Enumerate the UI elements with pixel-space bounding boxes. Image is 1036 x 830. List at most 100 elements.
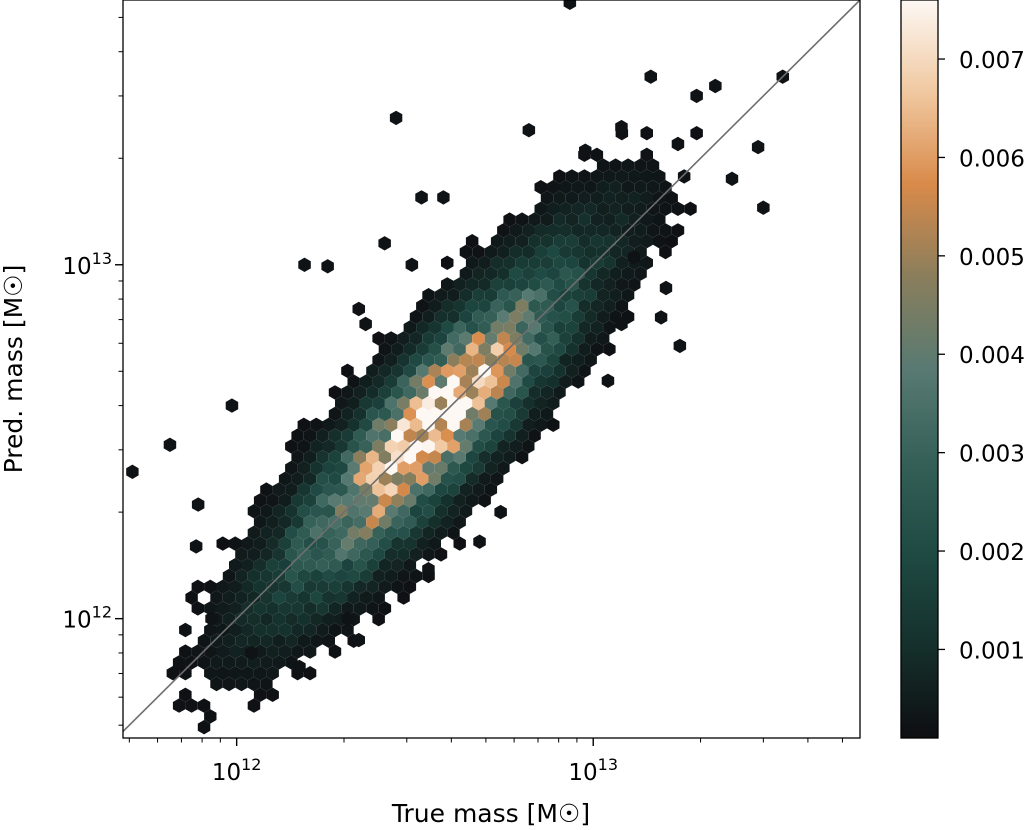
- hexbin-cell: [547, 352, 560, 368]
- hexbin-cell: [272, 482, 286, 497]
- hexbin-cell: [603, 277, 616, 292]
- hexbin-outlier-cell: [644, 69, 657, 84]
- hexbin-cell: [484, 439, 498, 454]
- hexbin-cell: [372, 525, 385, 540]
- hexbin-cell: [366, 471, 379, 486]
- hexbin-cell: [465, 342, 479, 357]
- hexbin-cell: [191, 601, 205, 616]
- hexbin-cell: [384, 374, 398, 389]
- hexbin-cell: [285, 590, 298, 605]
- hexbin-cell: [465, 450, 479, 465]
- hexbin-cell: [422, 374, 435, 389]
- hexbin-cell: [540, 320, 554, 335]
- hexbin-cell: [247, 612, 261, 627]
- hexbin-cell: [603, 320, 616, 335]
- hexbin-cell: [478, 471, 491, 486]
- hexbin-cell: [540, 277, 554, 292]
- hexbin-cell: [247, 525, 261, 540]
- hexbin-cell: [640, 234, 653, 249]
- identity-reference-line: [122, 0, 861, 733]
- hexbin-cell: [447, 504, 460, 519]
- hexbin-cell: [528, 234, 541, 249]
- hexbin-cell: [603, 342, 616, 357]
- hexbin-cell: [372, 396, 385, 411]
- hexbin-cell: [453, 363, 466, 378]
- hexbin-cell: [366, 493, 379, 508]
- hexbin-outlier-cell: [189, 539, 203, 554]
- hexbin-cell: [359, 504, 373, 519]
- hexbin-cell: [522, 223, 535, 238]
- hexbin-cell: [310, 633, 323, 648]
- hexbin-cell: [353, 536, 367, 551]
- hexbin-cell: [253, 579, 267, 594]
- hexbin-cell: [341, 450, 354, 465]
- hexbin-cell: [509, 244, 523, 260]
- hexbin-outlier-cell: [709, 78, 722, 94]
- hexbin-cell: [640, 169, 653, 184]
- hexbin-cell: [322, 439, 335, 454]
- hexbin-cell: [571, 223, 585, 238]
- hexbin-cell: [653, 212, 666, 227]
- hexbin-cell: [378, 406, 392, 422]
- hexbin-cell: [509, 266, 523, 281]
- hexbin-cell: [303, 666, 317, 681]
- hexbin-cell: [509, 374, 523, 389]
- hexbin-cell: [565, 190, 579, 206]
- hexbin-cell: [303, 579, 317, 594]
- hexbin-cell: [646, 158, 660, 173]
- hexbin-cell: [278, 536, 292, 551]
- hexbin-cell: [578, 320, 591, 335]
- hexbin-cell: [328, 579, 342, 594]
- hexbin-cell: [578, 298, 591, 314]
- hexbin-cell: [322, 460, 335, 476]
- hexbin-cell: [335, 396, 348, 411]
- hexbin-cell: [565, 169, 579, 184]
- hexbin-cell: [303, 536, 317, 551]
- hexbin-cell: [310, 417, 323, 432]
- hexbin-cell: [434, 460, 448, 476]
- hexbin-cell: [547, 244, 560, 260]
- hexbin-cell: [472, 309, 485, 324]
- hexbin-cell: [241, 666, 254, 681]
- hexbin-cell: [416, 493, 429, 508]
- hexbin-cell: [434, 547, 448, 562]
- hexbin-cell: [609, 244, 622, 260]
- hexbin-cell: [478, 320, 491, 335]
- hexbin-outlier-cell: [359, 316, 372, 332]
- hexbin-cell: [260, 547, 273, 562]
- hexbin-cell: [204, 709, 217, 724]
- hexbin-cell: [372, 568, 385, 584]
- hexbin-cell: [615, 212, 629, 227]
- hexbin-cell: [316, 579, 329, 594]
- hexbin-cell: [322, 525, 335, 540]
- x-tick-labels: 1012 1013: [212, 755, 618, 786]
- hexbin-cell: [571, 352, 585, 368]
- hexbin-cell: [509, 331, 523, 346]
- hexbin-cell: [397, 352, 410, 368]
- y-tick-label: 1012: [62, 603, 112, 634]
- hexbin-outlier-cell: [601, 373, 615, 388]
- hexbin-cell: [235, 655, 248, 670]
- hexbin-outlier-cell: [725, 171, 739, 186]
- hexbin-cell: [366, 406, 379, 422]
- hexbin-cell: [303, 514, 317, 530]
- hexbin-cell: [409, 525, 423, 540]
- hexbin-cell: [378, 363, 392, 378]
- hexbin-cell: [490, 406, 504, 422]
- hexbin-cell: [266, 601, 279, 616]
- hexbin-cell: [478, 277, 491, 292]
- hexbin-cell: [522, 374, 535, 389]
- hexbin-cell: [247, 568, 261, 584]
- hexbin-cell: [515, 406, 529, 422]
- hexbin-cell: [172, 698, 186, 713]
- hexbin-cell: [534, 180, 547, 195]
- hexbin-cell: [179, 666, 192, 681]
- hexbin-cell: [434, 309, 448, 324]
- hexbin-cell: [522, 309, 535, 324]
- hexbin-cell: [347, 439, 360, 454]
- hexbin-cell: [297, 417, 311, 432]
- hexbin-cell: [441, 471, 454, 486]
- hexbin-cell: [571, 331, 585, 346]
- hexbin-cell: [459, 460, 473, 476]
- hexbin-outlier-cell: [757, 200, 770, 215]
